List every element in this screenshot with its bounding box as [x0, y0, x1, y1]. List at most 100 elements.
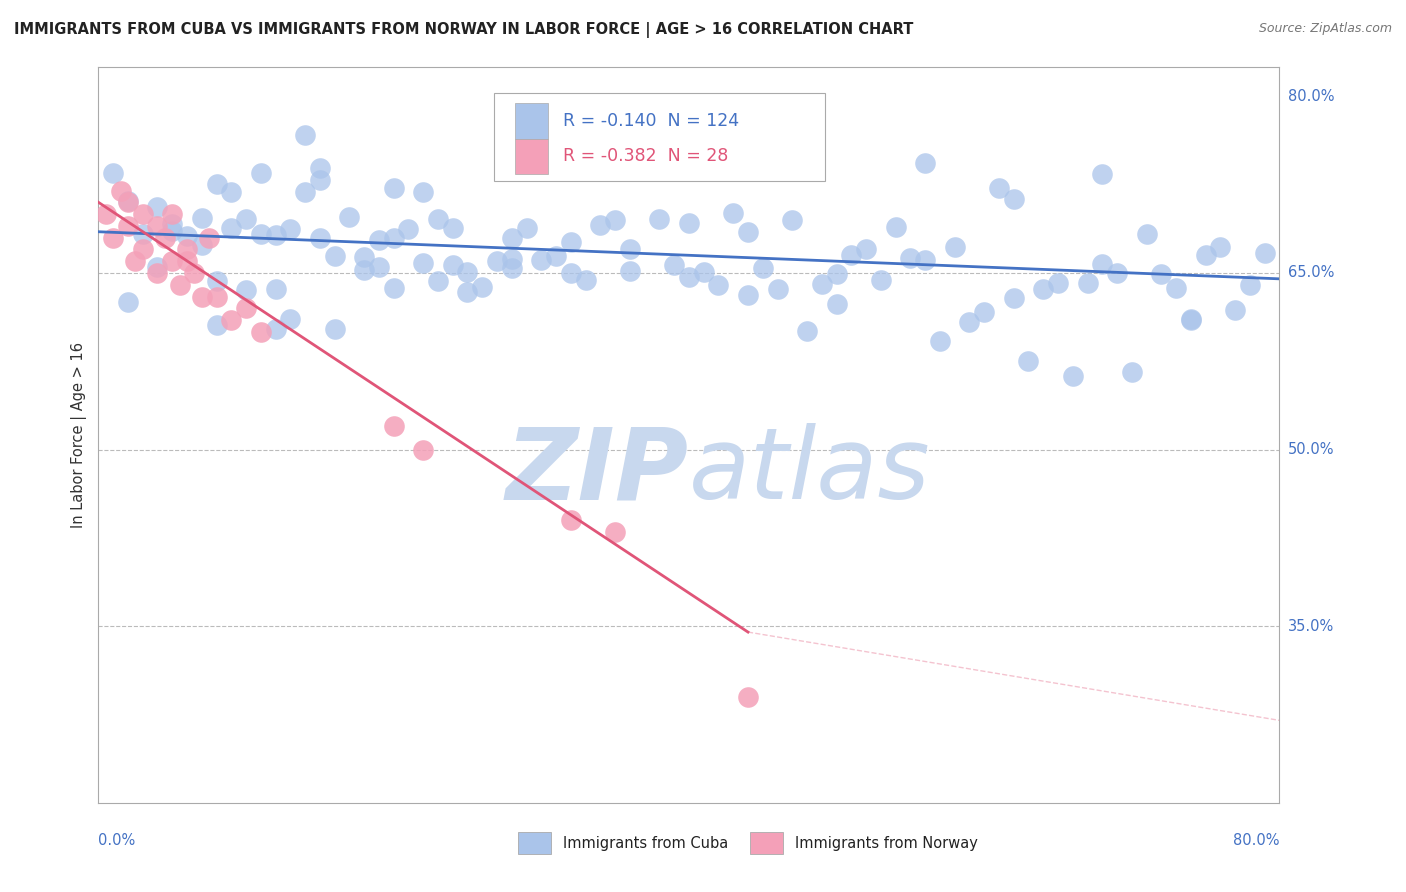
- Point: [427, 212, 450, 227]
- Point: [353, 250, 375, 264]
- Point: [457, 265, 479, 279]
- Text: 35.0%: 35.0%: [1288, 619, 1334, 633]
- Point: [766, 282, 789, 296]
- Point: [103, 166, 125, 180]
- Point: [1254, 245, 1277, 260]
- Point: [1195, 248, 1218, 262]
- Point: [914, 252, 936, 267]
- Point: [737, 226, 759, 240]
- Point: [1018, 354, 1040, 368]
- Point: [457, 285, 479, 300]
- Point: [988, 181, 1011, 195]
- Point: [280, 312, 302, 326]
- Text: 80.0%: 80.0%: [1233, 833, 1279, 848]
- Text: atlas: atlas: [689, 423, 931, 520]
- Point: [1239, 278, 1261, 293]
- Bar: [517, 832, 551, 855]
- Point: [589, 218, 612, 232]
- Point: [250, 227, 273, 241]
- Point: [619, 264, 641, 278]
- Point: [146, 266, 169, 280]
- Point: [368, 260, 391, 274]
- Text: 65.0%: 65.0%: [1288, 266, 1334, 280]
- Text: 0.0%: 0.0%: [98, 833, 135, 848]
- Point: [117, 195, 139, 210]
- Point: [471, 280, 494, 294]
- Bar: [516, 103, 548, 138]
- Point: [191, 237, 214, 252]
- Point: [294, 128, 316, 143]
- Point: [382, 181, 405, 195]
- Point: [398, 222, 420, 236]
- Point: [914, 155, 936, 169]
- Point: [1002, 292, 1025, 306]
- Point: [162, 217, 183, 231]
- Point: [382, 231, 405, 245]
- Point: [546, 249, 568, 263]
- Point: [264, 322, 287, 336]
- Point: [176, 229, 198, 244]
- Point: [309, 173, 332, 187]
- Point: [382, 281, 405, 295]
- Point: [693, 265, 716, 279]
- Point: [146, 260, 169, 274]
- Point: [280, 222, 302, 236]
- Point: [1077, 277, 1099, 291]
- Point: [162, 223, 183, 237]
- Point: [737, 288, 759, 302]
- Point: [1107, 266, 1129, 280]
- Point: [132, 243, 155, 257]
- Point: [1150, 267, 1173, 281]
- Point: [1046, 276, 1070, 290]
- Point: [959, 315, 981, 329]
- Point: [855, 243, 877, 257]
- Point: [943, 240, 966, 254]
- Point: [176, 243, 198, 257]
- Point: [441, 221, 464, 235]
- Point: [162, 254, 183, 268]
- Point: [441, 258, 464, 272]
- Point: [973, 304, 995, 318]
- Point: [501, 260, 523, 275]
- Point: [723, 206, 745, 220]
- Point: [810, 277, 832, 291]
- Point: [648, 211, 671, 226]
- Point: [94, 207, 117, 221]
- Point: [412, 256, 434, 270]
- Point: [1002, 192, 1025, 206]
- Text: ZIP: ZIP: [506, 423, 689, 520]
- Point: [323, 249, 346, 263]
- Point: [752, 261, 775, 276]
- Point: [516, 220, 538, 235]
- Point: [796, 324, 818, 338]
- Point: [1166, 281, 1188, 295]
- Point: [264, 282, 287, 296]
- Point: [929, 334, 952, 348]
- Point: [250, 325, 273, 339]
- Point: [1136, 227, 1159, 242]
- Point: [382, 419, 405, 434]
- FancyBboxPatch shape: [494, 93, 825, 181]
- Point: [221, 221, 243, 235]
- Bar: [516, 138, 548, 174]
- Point: [707, 278, 730, 293]
- Point: [205, 289, 228, 303]
- Text: Source: ZipAtlas.com: Source: ZipAtlas.com: [1258, 22, 1392, 36]
- Point: [412, 185, 434, 199]
- Point: [560, 235, 582, 250]
- Point: [235, 301, 257, 316]
- Point: [339, 210, 361, 224]
- Point: [235, 212, 257, 227]
- Point: [221, 186, 243, 200]
- Point: [664, 259, 686, 273]
- Text: Immigrants from Norway: Immigrants from Norway: [796, 836, 979, 851]
- Point: [221, 313, 243, 327]
- Point: [605, 212, 627, 227]
- Point: [124, 254, 146, 268]
- Point: [183, 266, 205, 280]
- Point: [191, 211, 214, 225]
- Point: [884, 220, 907, 235]
- Text: Immigrants from Cuba: Immigrants from Cuba: [562, 836, 728, 851]
- Point: [1180, 312, 1202, 326]
- Point: [117, 295, 139, 310]
